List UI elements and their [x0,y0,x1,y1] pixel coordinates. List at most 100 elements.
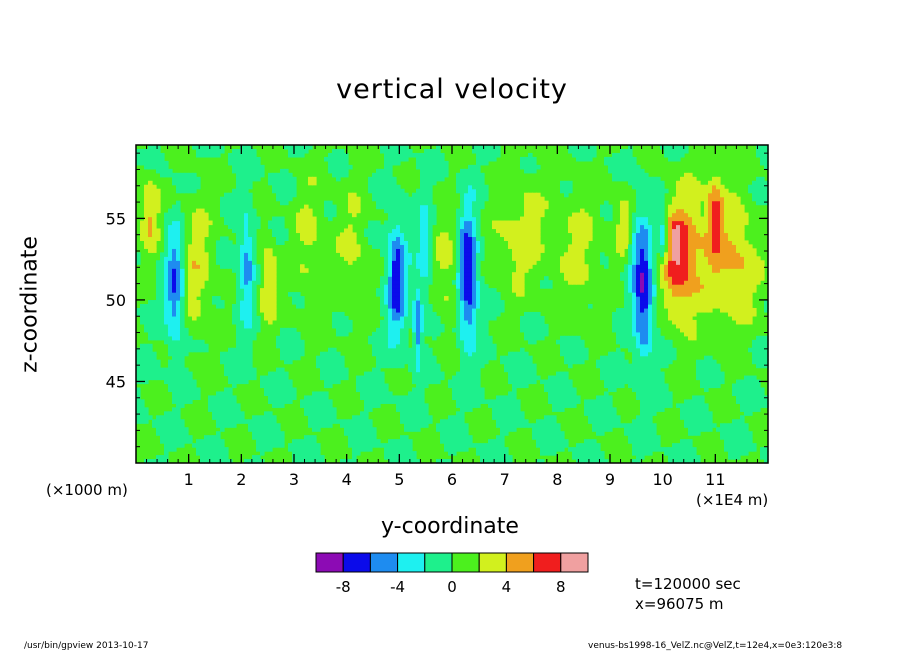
heatmap-cell [152,359,157,365]
heatmap-cell [364,232,369,238]
heatmap-cell [420,276,425,281]
heatmap-cell [480,252,485,257]
heatmap-cell [320,355,325,361]
heatmap-cell [228,423,233,428]
heatmap-cell [140,411,145,416]
heatmap-cell [412,252,417,257]
heatmap-cell [420,232,425,238]
heatmap-cell [388,212,393,218]
heatmap-cell [380,399,385,404]
heatmap-cell [176,244,181,249]
heatmap-cell [520,244,525,249]
heatmap-cell [532,200,537,206]
heatmap-cell [624,339,629,345]
heatmap-cell [416,272,421,277]
heatmap-cell [384,252,389,257]
heatmap-cell [240,168,245,174]
heatmap-cell [444,256,449,261]
heatmap-cell [220,407,225,412]
heatmap-cell [648,399,653,404]
heatmap-cell [304,212,309,218]
heatmap-cell [640,335,645,341]
heatmap-cell [544,204,549,210]
heatmap-cell [196,256,201,261]
heatmap-cell [168,248,173,253]
heatmap-cell [472,264,477,269]
heatmap-cell [328,403,333,408]
heatmap-cell [476,188,481,194]
heatmap-cell [312,451,317,456]
heatmap-cell [536,375,541,381]
heatmap-cell [252,455,257,460]
heatmap-cell [328,216,333,222]
heatmap-cell [396,148,401,154]
heatmap-cell [188,296,193,301]
heatmap-cell [620,363,625,369]
heatmap-cell [368,188,373,194]
heatmap-cell [144,200,149,206]
heatmap-cell [512,399,517,404]
heatmap-cell [536,459,541,464]
heatmap-cell [476,347,481,353]
heatmap-cell [636,315,641,321]
heatmap-cell [580,280,585,285]
heatmap-cell [384,248,389,253]
heatmap-cell [192,379,197,385]
heatmap-cell [344,427,349,432]
heatmap-cell [252,164,257,170]
heatmap-cell [412,403,417,408]
heatmap-cell [572,387,577,393]
heatmap-cell [176,359,181,365]
heatmap-cell [260,296,265,301]
heatmap-cell [428,148,433,154]
heatmap-cell [628,363,633,369]
heatmap-cell [572,355,577,361]
heatmap-cell [244,184,249,190]
heatmap-cell [380,375,385,381]
heatmap-cell [236,415,241,420]
heatmap-cell [152,148,157,154]
heatmap-cell [424,323,429,329]
heatmap-cell [324,204,329,210]
heatmap-cell [368,220,373,226]
heatmap-cell [276,184,281,190]
heatmap-cell [472,319,477,325]
heatmap-cell [244,232,249,238]
heatmap-cell [304,204,309,210]
heatmap-cell [432,220,437,226]
heatmap-cell [392,355,397,361]
heatmap-cell [472,232,477,238]
heatmap-cell [496,224,501,230]
heatmap-cell [444,419,449,424]
heatmap-cell [404,268,409,273]
heatmap-cell [472,300,477,305]
heatmap-cell [172,339,177,345]
heatmap-cell [156,260,161,265]
heatmap-cell [464,248,469,253]
heatmap-cell [336,419,341,424]
heatmap-cell [584,152,589,158]
heatmap-cell [252,423,257,428]
heatmap-cell [452,443,457,448]
heatmap-cell [564,399,569,404]
heatmap-cell [188,399,193,404]
heatmap-cell [180,300,185,305]
heatmap-cell [420,423,425,428]
heatmap-cell [308,145,313,150]
heatmap-cell [416,152,421,158]
heatmap-cell [540,244,545,249]
heatmap-cell [208,152,213,158]
heatmap-cell [220,256,225,261]
heatmap-cell [360,427,365,432]
heatmap-cell [644,427,649,432]
heatmap-cell [644,268,649,273]
heatmap-cell [144,351,149,357]
heatmap-cell [524,367,529,373]
heatmap-cell [488,292,493,297]
heatmap-cell [476,319,481,325]
heatmap-cell [472,280,477,285]
heatmap-cell [140,359,145,365]
heatmap-cell [408,447,413,452]
heatmap-cell [560,339,565,345]
heatmap-cell [456,264,461,269]
